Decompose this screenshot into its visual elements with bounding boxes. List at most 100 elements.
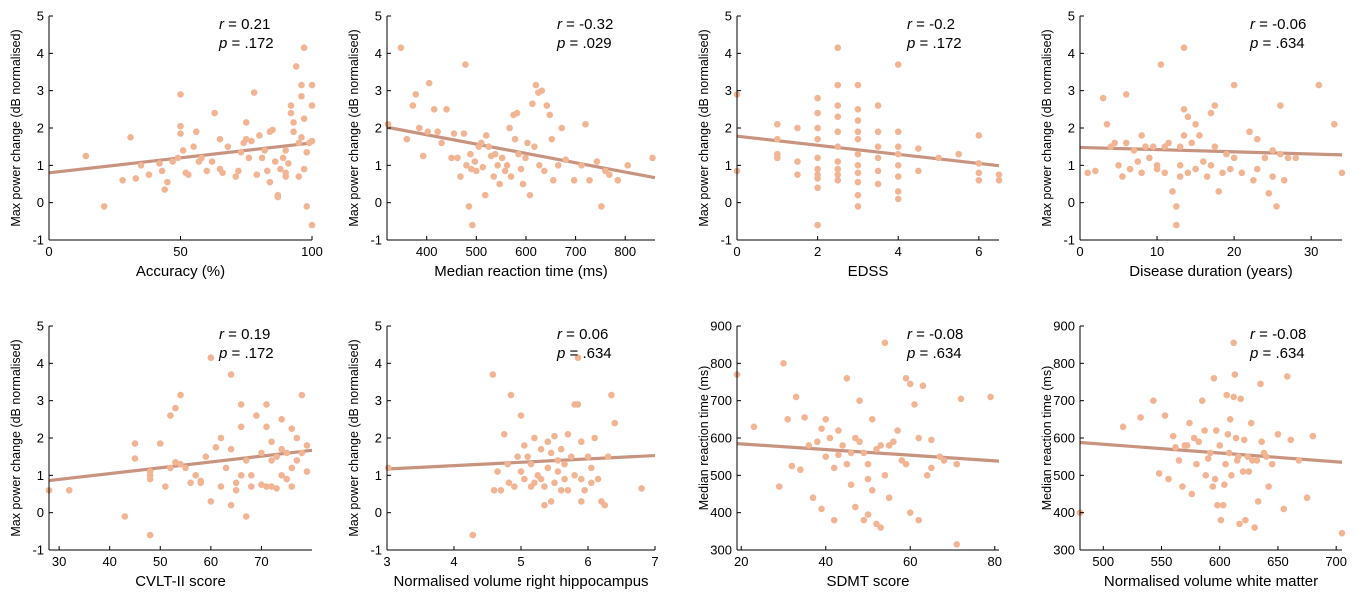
p-value: = .634 <box>1258 35 1304 52</box>
data-point <box>975 176 983 184</box>
data-point <box>1179 483 1186 490</box>
data-point <box>854 203 862 210</box>
data-point <box>874 102 882 109</box>
data-point <box>564 486 572 494</box>
y-axis-label: Max power change (dB normalised) <box>347 29 361 226</box>
data-point <box>890 438 897 446</box>
y-axis-label: Median reaction time (ms) <box>697 366 711 511</box>
data-point <box>1309 432 1317 440</box>
y-tick-label: 4 <box>375 46 382 61</box>
data-point <box>894 195 902 203</box>
data-point <box>774 150 781 158</box>
data-point <box>1247 419 1255 427</box>
x-tick-label: 700 <box>1325 554 1347 569</box>
data-point <box>507 173 515 180</box>
data-point <box>261 147 268 154</box>
y-tick-label: 0 <box>375 195 382 210</box>
data-point <box>1223 150 1230 158</box>
data-point <box>1126 165 1134 173</box>
data-point <box>277 165 284 173</box>
data-point <box>131 440 139 447</box>
data-point <box>192 472 199 479</box>
data-point <box>454 154 461 162</box>
data-point <box>119 176 126 184</box>
data-point <box>554 457 562 464</box>
data-point <box>834 143 842 150</box>
r-annotation: r = -0.06 <box>1250 16 1306 33</box>
data-point <box>567 453 575 460</box>
data-point <box>953 460 961 468</box>
data-point <box>936 453 944 460</box>
y-axis-label: Max power change (dB normalised) <box>697 29 711 226</box>
data-point <box>1176 162 1184 169</box>
data-point <box>1165 475 1172 483</box>
data-point <box>1211 475 1219 483</box>
data-point <box>174 154 182 162</box>
data-point <box>1199 158 1207 165</box>
data-point <box>197 479 205 487</box>
y-tick-label: 4 <box>1068 46 1075 61</box>
data-point <box>814 165 821 173</box>
data-point <box>217 434 225 442</box>
data-point <box>1253 135 1261 143</box>
data-point <box>835 451 842 459</box>
y-tick-label: 3 <box>1068 83 1075 98</box>
r-symbol: r <box>907 326 913 343</box>
data-point <box>198 154 205 162</box>
r-symbol: r <box>1250 16 1256 33</box>
data-point <box>1196 132 1203 139</box>
data-point <box>1226 416 1234 423</box>
r-value: = -0.06 <box>1255 16 1306 33</box>
data-point <box>504 460 511 468</box>
data-point <box>894 61 902 68</box>
data-point <box>397 44 405 52</box>
data-point <box>531 479 538 487</box>
data-point <box>203 167 211 175</box>
data-point <box>1153 165 1161 173</box>
data-point <box>283 449 291 457</box>
y-tick-label: 4 <box>725 46 732 61</box>
data-point <box>269 126 276 134</box>
data-point <box>290 128 297 136</box>
data-point <box>594 475 602 483</box>
data-point <box>385 464 392 472</box>
data-point <box>822 453 830 460</box>
data-point <box>1253 457 1261 464</box>
data-point <box>245 154 253 162</box>
data-point <box>847 481 855 488</box>
data-point <box>1188 490 1196 498</box>
data-point <box>814 94 821 102</box>
data-point <box>902 460 910 468</box>
data-point <box>498 154 506 162</box>
data-point <box>835 427 842 434</box>
data-point <box>955 150 962 158</box>
data-point <box>298 81 305 89</box>
r-value: = 0.06 <box>562 326 608 343</box>
y-tick-label: 5 <box>1068 9 1075 24</box>
y-tick-label: 4 <box>375 356 382 371</box>
data-point <box>874 180 882 188</box>
data-point <box>818 425 825 432</box>
y-tick-label: 2 <box>1068 121 1075 136</box>
data-point <box>403 135 411 143</box>
data-point <box>923 472 931 479</box>
data-point <box>1192 120 1199 128</box>
data-point <box>232 173 240 180</box>
data-point <box>519 180 527 188</box>
data-point <box>788 462 796 470</box>
data-point <box>834 158 842 165</box>
data-point <box>177 91 184 98</box>
data-point <box>1193 460 1200 468</box>
y-tick-label: 1 <box>37 158 44 173</box>
data-point <box>1209 483 1217 490</box>
p-value: = .172 <box>227 345 273 362</box>
data-point <box>263 401 270 408</box>
data-point <box>424 128 431 136</box>
data-point <box>847 449 855 457</box>
p-symbol: p <box>556 35 565 52</box>
data-point <box>303 148 311 156</box>
data-point <box>854 135 862 143</box>
data-point <box>860 516 868 524</box>
